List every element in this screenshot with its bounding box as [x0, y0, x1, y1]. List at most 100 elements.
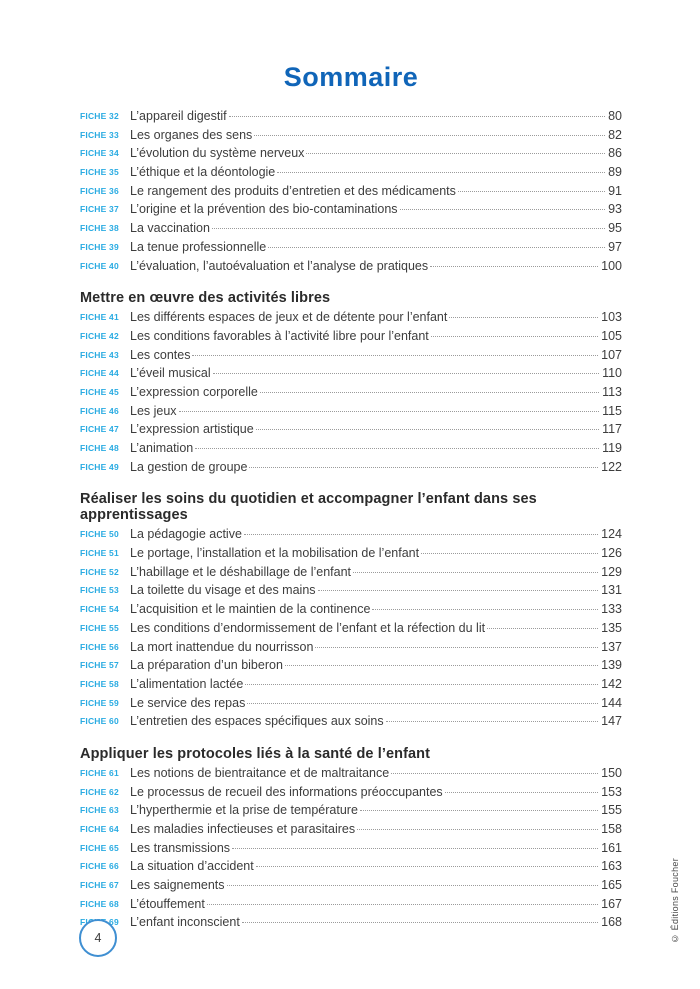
fiche-label: FICHE 45: [80, 386, 119, 397]
leader-dots: [254, 134, 606, 136]
entry-title: L’entretien des espaces spécifiques aux …: [130, 714, 384, 729]
toc-entry: FICHE 42 Les conditions favorables à l’ac…: [80, 329, 622, 348]
toc-entry: FICHE 66 La situation d’accident 163: [80, 859, 622, 878]
fiche-label: FICHE 52: [80, 566, 119, 577]
fiche-label: FICHE 61: [80, 767, 119, 778]
entry-page-number: 163: [601, 859, 622, 874]
fiche-label: FICHE 42: [80, 330, 119, 341]
toc-entry: FICHE 48 L’animation 119: [80, 441, 622, 460]
entry-title: La tenue professionnelle: [130, 239, 267, 254]
leader-dots: [399, 209, 606, 211]
fiche-label: FICHE 49: [80, 461, 119, 472]
entry-page-number: 155: [601, 803, 622, 818]
entry-title: La gestion de groupe: [130, 459, 248, 474]
entry-page-number: 93: [608, 202, 622, 217]
page-number-badge: 4: [79, 919, 117, 957]
leader-dots: [268, 246, 606, 248]
entry-page-number: 113: [602, 384, 622, 399]
toc-entry: FICHE 57 La préparation d’un biberon 139: [80, 658, 622, 677]
copyright-notice: © Éditions Foucher: [670, 857, 680, 943]
leader-dots: [430, 265, 599, 267]
entry-page-number: 95: [608, 221, 622, 236]
fiche-label: FICHE 38: [80, 223, 119, 234]
toc-entry: FICHE 55 Les conditions d’endormissement …: [80, 621, 622, 640]
fiche-label: FICHE 39: [80, 241, 119, 252]
leader-dots: [211, 228, 606, 230]
fiche-label: FICHE 51: [80, 548, 119, 559]
toc: FICHE 32 L’appareil digestif 80 FICHE 33 Les…: [80, 109, 622, 934]
fiche-label: FICHE 55: [80, 622, 119, 633]
entry-page-number: 89: [608, 165, 622, 180]
fiche-label: FICHE 40: [80, 260, 119, 271]
section-heading: Appliquer les protocoles liés à la santé…: [80, 745, 431, 762]
leader-dots: [192, 354, 599, 356]
entry-page-number: 97: [608, 239, 622, 254]
entry-title: Les contes: [130, 347, 191, 362]
toc-entry: FICHE 64 Les maladies infectieuses et par…: [80, 822, 622, 841]
fiche-label: FICHE 58: [80, 678, 119, 689]
entry-page-number: 135: [601, 620, 622, 635]
entry-title: La préparation d’un biberon: [130, 658, 283, 673]
entry-page-number: 117: [602, 422, 622, 437]
entry-title: L’éveil musical: [130, 366, 211, 381]
fiche-label: FICHE 41: [80, 312, 119, 323]
toc-entry: FICHE 54 L’acquisition et le maintien de …: [80, 602, 622, 621]
entry-page-number: 131: [601, 583, 622, 598]
leader-dots: [391, 772, 599, 774]
entry-title: Le portage, l’installation et la mobilis…: [130, 546, 420, 561]
entry-page-number: 107: [601, 347, 622, 362]
leader-dots: [178, 410, 600, 412]
entry-page-number: 165: [601, 878, 622, 893]
entry-title: Le service des repas: [130, 695, 246, 710]
toc-entry: FICHE 49 La gestion de groupe 122: [80, 460, 622, 479]
entry-title: La toilette du visage et des mains: [130, 583, 316, 598]
toc-entry: FICHE 45 L’expression corporelle 113: [80, 385, 622, 404]
entry-title: L’animation: [130, 441, 194, 455]
leader-dots: [232, 847, 599, 849]
entry-page-number: 168: [601, 915, 622, 930]
entry-page-number: 161: [601, 840, 622, 855]
entry-page-number: 105: [601, 328, 622, 343]
entry-title: L’alimentation lactée: [130, 676, 244, 691]
fiche-label: FICHE 56: [80, 641, 119, 652]
entry-title: Le processus de recueil des informations…: [130, 784, 443, 799]
leader-dots: [457, 190, 606, 192]
leader-dots: [228, 116, 606, 117]
fiche-label: FICHE 33: [80, 129, 119, 140]
fiche-label: FICHE 64: [80, 824, 119, 834]
leader-dots: [372, 609, 599, 611]
toc-entry: FICHE 50 La pédagogie active 124: [80, 527, 622, 546]
entry-page-number: 110: [602, 366, 622, 381]
fiche-label: FICHE 34: [80, 148, 119, 159]
entry-title: L’appareil digestif: [130, 109, 227, 123]
entry-title: La situation d’accident: [130, 859, 254, 874]
fiche-label: FICHE 44: [80, 368, 119, 379]
toc-entry: FICHE 37 L’origine et la prévention des b…: [80, 202, 622, 221]
toc-entry: FICHE 34 L’évolution du système nerveux 86: [80, 146, 622, 165]
entry-page-number: 91: [608, 183, 622, 198]
leader-dots: [226, 885, 599, 887]
entry-page-number: 150: [601, 765, 622, 780]
entry-title: Les transmissions: [130, 840, 231, 855]
toc-entry: FICHE 36 Le rangement des produits d’entr…: [80, 184, 622, 203]
entry-page-number: 158: [601, 822, 622, 836]
fiche-label: FICHE 57: [80, 660, 119, 671]
toc-entry: FICHE 32 L’appareil digestif 80: [80, 109, 622, 128]
toc-entry: FICHE 39 La tenue professionnelle 97: [80, 240, 622, 259]
leader-dots: [421, 553, 599, 555]
fiche-label: FICHE 47: [80, 424, 119, 435]
leader-dots: [255, 429, 600, 431]
toc-entry: FICHE 59 Le service des repas 144: [80, 696, 622, 715]
entry-page-number: 129: [601, 564, 622, 579]
entry-title: La vaccination: [130, 221, 210, 236]
entry-title: L’étouffement: [130, 896, 205, 911]
leader-dots: [243, 534, 599, 536]
leader-dots: [449, 317, 599, 319]
entry-title: La mort inattendue du nourrisson: [130, 639, 314, 654]
page-title: Sommaire: [283, 62, 419, 92]
entry-title: L’évolution du système nerveux: [130, 146, 305, 161]
toc-entry: FICHE 43 Les contes 107: [80, 348, 622, 367]
fiche-label: FICHE 66: [80, 861, 119, 872]
entry-page-number: 142: [601, 676, 622, 691]
